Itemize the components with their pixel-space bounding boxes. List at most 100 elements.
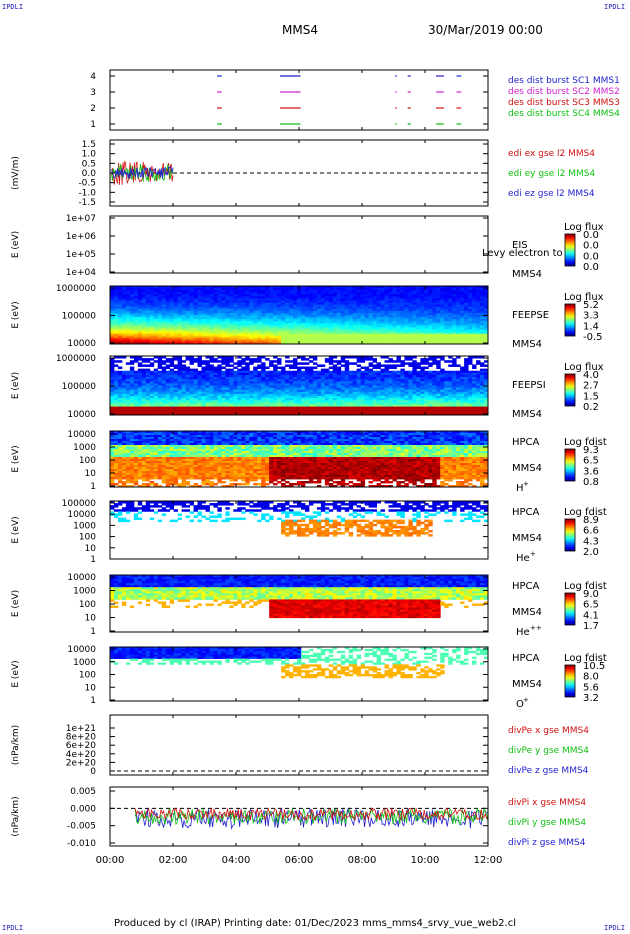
y-axis-label-hpca_he: E (eV) — [11, 516, 21, 543]
y-tick-label-divpe: 1e+21 — [66, 724, 96, 734]
logo-left: IPDLI — [2, 3, 24, 11]
legend-divpi-2: divPi z gse MMS4 — [508, 838, 586, 848]
y-tick-label-burst: 2 — [90, 104, 96, 114]
y-tick-label-hpca_he: 1000 — [73, 521, 96, 531]
y-tick-label-hpca_o: 1000 — [73, 658, 96, 668]
y-axis-label-feeps_e: E (eV) — [11, 301, 21, 328]
colorbar-title-hpca_he: Log fdist — [564, 507, 607, 518]
legend-burst-1: des dist burst SC2 MMS2 — [508, 87, 620, 97]
y-tick-label-edi: -1.5 — [78, 198, 96, 208]
x-tick-label: 12:00 — [474, 855, 503, 866]
species-charge-hpca_h: + — [523, 480, 529, 488]
colorbar-tick-hpca_o: 8.0 — [583, 672, 599, 683]
series-divpi-0 — [134, 807, 489, 822]
spacecraft-label-hpca_o: MMS4 — [512, 679, 542, 690]
y-tick-label-hpca_hepp: 10 — [85, 614, 97, 624]
y-tick-label-hpca_h: 1000 — [73, 443, 96, 453]
y-tick-label-edi: -1.0 — [78, 188, 96, 198]
colorbar-tick-feeps_i: 1.5 — [583, 391, 599, 402]
colorbar-tick-eis: 0.0 — [583, 251, 599, 262]
legend-divpe-1: divPe y gse MMS4 — [508, 746, 589, 756]
y-tick-label-feeps_e: 1000000 — [56, 284, 96, 294]
spacecraft-label-eis: MMS4 — [512, 269, 542, 280]
colorbar-tick-hpca_hepp: 9.0 — [583, 589, 599, 600]
y-tick-label-divpe: 6e+20 — [66, 741, 97, 751]
colorbar-tick-hpca_hepp: 4.1 — [583, 610, 599, 621]
logo-bottom-right: IPDLI — [604, 924, 626, 932]
series-edi-2 — [111, 166, 174, 179]
spacecraft-label-feeps_e: MMS4 — [512, 339, 542, 350]
y-tick-label-divpe: 8e+20 — [66, 733, 97, 743]
y-tick-label-burst: 1 — [90, 120, 96, 130]
legend-edi-1: edi ey gse l2 MMS4 — [508, 169, 595, 179]
y-tick-label-divpe: 0 — [90, 767, 96, 777]
colorbar-hpca_h — [564, 448, 576, 482]
colorbar-title-feeps_e: Log flux — [564, 292, 604, 303]
y-tick-label-hpca_o: 1 — [90, 696, 96, 706]
colorbar-title-eis: Log flux — [564, 222, 604, 233]
spectrogram-hpca_he — [110, 501, 489, 537]
x-tick-label: 06:00 — [285, 855, 314, 866]
logo-right: IPDLI — [604, 3, 626, 11]
species-label-hpca_hepp: He — [516, 627, 530, 638]
colorbar-tick-hpca_h: 6.5 — [583, 456, 599, 467]
species-label-hpca_h: H — [516, 483, 524, 494]
colorbar-hpca_o — [564, 664, 576, 698]
spacecraft-title: MMS4 — [282, 23, 318, 37]
y-tick-label-hpca_hepp: 100 — [79, 600, 96, 610]
y-tick-label-hpca_o: 10000 — [67, 645, 96, 655]
y-tick-label-hpca_he: 10 — [85, 544, 97, 554]
y-tick-label-eis: 1e+05 — [66, 250, 96, 260]
y-axis-label-divpe: (nPa/km) — [11, 725, 21, 765]
y-tick-label-burst: 4 — [90, 72, 96, 82]
panel-frame-eis — [109, 215, 489, 274]
x-tick-label: 00:00 — [96, 855, 125, 866]
spacecraft-label-hpca_hepp: MMS4 — [512, 607, 542, 618]
y-tick-label-divpe: 2e+20 — [66, 758, 97, 768]
colorbar-tick-hpca_hepp: 6.5 — [583, 600, 599, 611]
species-charge-hpca_he: + — [530, 550, 536, 558]
y-tick-label-divpi: -0.005 — [67, 822, 96, 832]
x-tick-label: 02:00 — [159, 855, 188, 866]
y-tick-label-feeps_i: 10000 — [67, 410, 96, 420]
colorbar-tick-hpca_he: 6.6 — [583, 526, 599, 537]
colorbar-tick-feeps_i: 4.0 — [583, 370, 599, 381]
instrument-label-hpca_o: HPCA — [512, 653, 540, 664]
y-tick-label-hpca_he: 100000 — [62, 499, 97, 509]
colorbar-tick-hpca_he: 8.9 — [583, 515, 599, 526]
colorbar-tick-eis: 0.0 — [583, 241, 599, 252]
y-axis-label-feeps_i: E (eV) — [11, 372, 21, 399]
species-charge-hpca_hepp: ++ — [530, 624, 542, 632]
colorbar-tick-feeps_i: 0.2 — [583, 402, 599, 413]
y-tick-label-edi: -0.5 — [78, 179, 96, 189]
colorbar-tick-hpca_h: 3.6 — [583, 466, 599, 477]
x-tick-label: 10:00 — [411, 855, 440, 866]
species-label-hpca_o: O — [516, 699, 524, 710]
y-tick-label-edi: 1.5 — [82, 140, 96, 150]
y-tick-label-eis: 1e+07 — [66, 214, 96, 224]
colorbar-tick-feeps_e: 1.4 — [583, 321, 599, 332]
y-tick-label-hpca_he: 100 — [79, 533, 96, 543]
extra-label-eis: Levy electron to — [482, 248, 563, 259]
colorbar-tick-hpca_o: 5.6 — [583, 682, 599, 693]
y-tick-label-eis: 1e+06 — [66, 232, 97, 242]
legend-divpi-0: divPi x gse MMS4 — [508, 798, 586, 808]
y-tick-label-burst: 3 — [90, 88, 96, 98]
y-tick-label-hpca_o: 100 — [79, 671, 96, 681]
spectrogram-hpca_o — [110, 647, 489, 679]
colorbar-tick-feeps_e: 5.2 — [583, 300, 599, 311]
y-axis-label-hpca_hepp: E (eV) — [11, 590, 21, 617]
y-tick-label-hpca_hepp: 1000 — [73, 587, 96, 597]
y-tick-label-edi: 1.0 — [82, 150, 97, 160]
legend-edi-2: edi ez gse l2 MMS4 — [508, 189, 595, 199]
colorbar-tick-feeps_e: -0.5 — [583, 332, 603, 343]
y-tick-label-hpca_o: 10 — [85, 683, 97, 693]
legend-divpi-1: divPi y gse MMS4 — [508, 818, 586, 828]
legend-divpe-0: divPe x gse MMS4 — [508, 726, 589, 736]
spectrogram-feeps_i — [110, 356, 489, 416]
colorbar-title-hpca_h: Log fdist — [564, 437, 607, 448]
spacecraft-label-hpca_h: MMS4 — [512, 463, 542, 474]
spectrogram-feeps_e — [110, 286, 489, 345]
x-tick-label: 04:00 — [222, 855, 251, 866]
